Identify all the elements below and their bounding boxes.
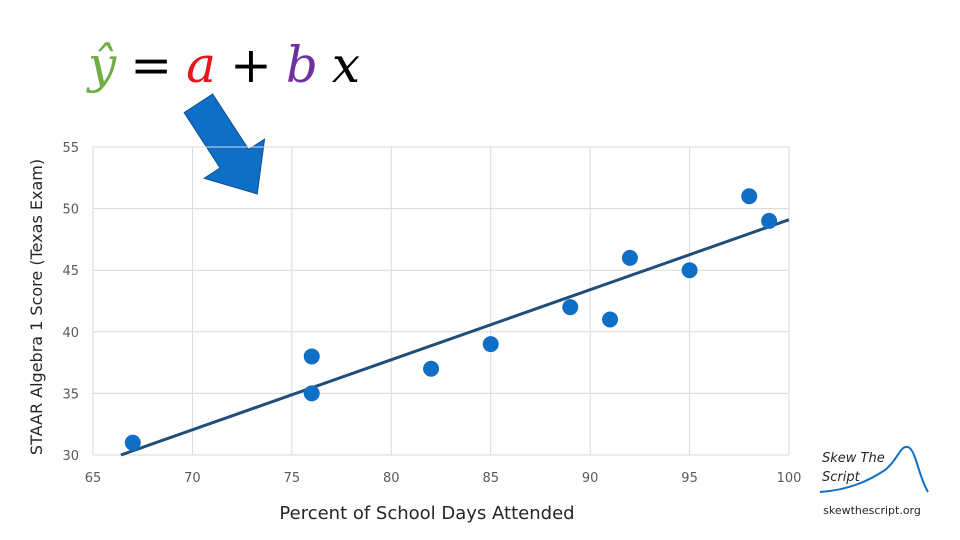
x-tick-label: 90 xyxy=(582,471,599,486)
y-tick-label: 50 xyxy=(62,203,79,218)
x-tick-label: 70 xyxy=(184,471,201,486)
logo-text: Script xyxy=(822,470,861,485)
data-point xyxy=(621,249,638,266)
data-point xyxy=(602,311,619,328)
data-point xyxy=(761,212,778,229)
data-point xyxy=(303,385,320,402)
equation-part: x xyxy=(332,36,360,94)
trend-line xyxy=(120,218,790,457)
logo-curve xyxy=(819,445,929,493)
x-tick-label: 80 xyxy=(383,471,400,486)
data-point xyxy=(562,299,579,316)
y-axis-label: STAAR Algebra 1 Score (Texas Exam) xyxy=(27,159,46,455)
data-point xyxy=(681,262,698,279)
x-tick-label: 65 xyxy=(85,471,102,486)
y-tick-label: 55 xyxy=(62,141,79,156)
x-tick-label: 85 xyxy=(482,471,499,486)
y-tick-label: 45 xyxy=(62,264,79,279)
x-axis-label: Percent of School Days Attended xyxy=(279,503,574,524)
data-point xyxy=(303,348,320,365)
x-tick-label: 95 xyxy=(681,471,698,486)
y-tick-label: 30 xyxy=(62,449,79,464)
equation-part: b xyxy=(286,36,318,94)
x-tick-label: 100 xyxy=(777,471,802,486)
data-point xyxy=(741,188,758,205)
equation-part: a xyxy=(186,36,216,94)
y-tick-label: 40 xyxy=(62,326,79,341)
logo: Skew The Script skewthescript.org xyxy=(819,445,929,517)
equation: ŷ = a + b x xyxy=(86,36,360,94)
logo-text: Skew The xyxy=(822,451,885,466)
logo-url: skewthescript.org xyxy=(823,504,921,517)
x-tick-label: 75 xyxy=(284,471,301,486)
equation-part: ŷ xyxy=(86,36,117,94)
arrow xyxy=(183,93,266,195)
data-point xyxy=(482,336,499,353)
equation-part: + xyxy=(230,36,272,94)
equation-part: = xyxy=(130,36,172,94)
y-tick-label: 35 xyxy=(62,387,79,402)
data-point xyxy=(423,360,440,377)
data-point xyxy=(124,434,141,451)
